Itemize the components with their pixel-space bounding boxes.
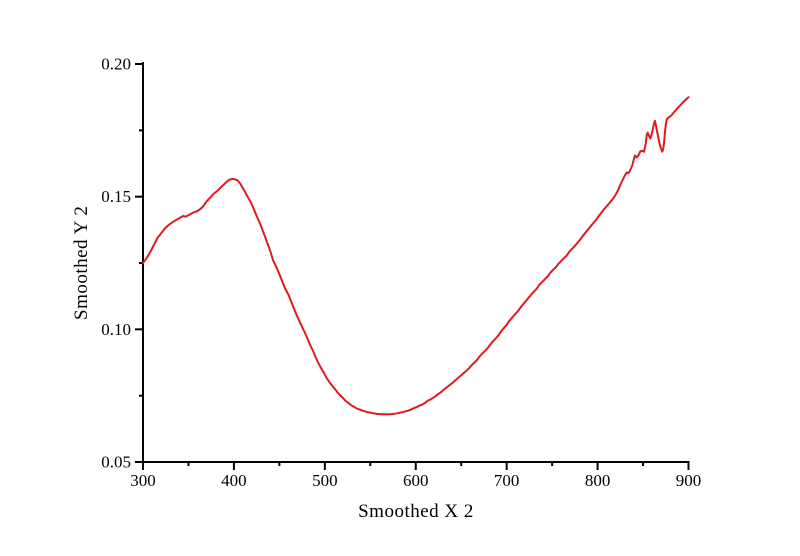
x-tick-label: 700 [494, 471, 520, 490]
y-axis-title: Smoothed Y 2 [71, 205, 92, 321]
x-tick-label: 800 [585, 471, 611, 490]
y-tick-label: 0.05 [101, 453, 131, 472]
x-tick-label: 900 [676, 471, 702, 490]
y-tick-label: 0.20 [101, 55, 131, 74]
x-tick-label: 500 [312, 471, 338, 490]
x-tick-label: 300 [130, 471, 156, 490]
y-tick-label: 0.15 [101, 187, 131, 206]
x-tick-label: 400 [221, 471, 247, 490]
x-tick-label: 600 [403, 471, 429, 490]
x-axis-title: Smoothed X 2 [358, 501, 474, 522]
y-tick-label: 0.10 [101, 320, 131, 339]
data-series-line [142, 96, 690, 416]
